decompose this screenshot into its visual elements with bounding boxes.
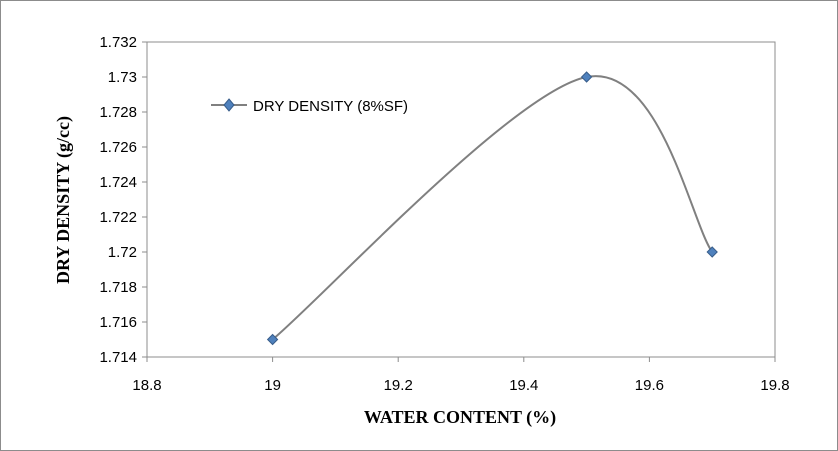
legend: DRY DENSITY (8%SF) [211, 98, 408, 115]
x-tick-label: 19.6 [635, 377, 664, 394]
x-axis-ticks: 18.8 19 19.2 19.4 19.6 19.8 [132, 357, 790, 394]
data-point-marker [706, 246, 718, 258]
y-tick-label: 1.726 [99, 139, 137, 156]
y-tick-label: 1.714 [99, 349, 137, 366]
y-tick-label: 1.73 [108, 69, 137, 86]
y-tick-label: 1.732 [99, 34, 137, 51]
y-tick-label: 1.722 [99, 209, 137, 226]
y-tick-label: 1.724 [99, 174, 137, 191]
data-point-marker [580, 71, 593, 83]
y-tick-label: 1.72 [108, 244, 137, 261]
legend-marker [223, 98, 235, 112]
legend-label: DRY DENSITY (8%SF) [253, 98, 408, 115]
plot-area [146, 41, 776, 358]
data-point-marker [266, 333, 279, 346]
y-tick-label: 1.728 [99, 104, 137, 121]
y-tick-label: 1.716 [99, 314, 137, 331]
y-axis-title: DRY DENSITY (g/cc) [53, 116, 74, 284]
x-tick-label: 18.8 [132, 377, 161, 394]
x-axis-title: WATER CONTENT (%) [364, 407, 556, 428]
y-tick-label: 1.718 [99, 279, 137, 296]
x-tick-label: 19 [264, 377, 281, 394]
series-layer [266, 71, 718, 346]
series-line [271, 75, 714, 341]
x-tick-label: 19.2 [384, 377, 413, 394]
y-axis-ticks: 1.714 1.716 1.718 1.72 1.722 1.724 1.726 1.728 1… [99, 34, 147, 366]
x-tick-label: 19.8 [760, 377, 789, 394]
x-tick-label: 19.4 [509, 377, 538, 394]
